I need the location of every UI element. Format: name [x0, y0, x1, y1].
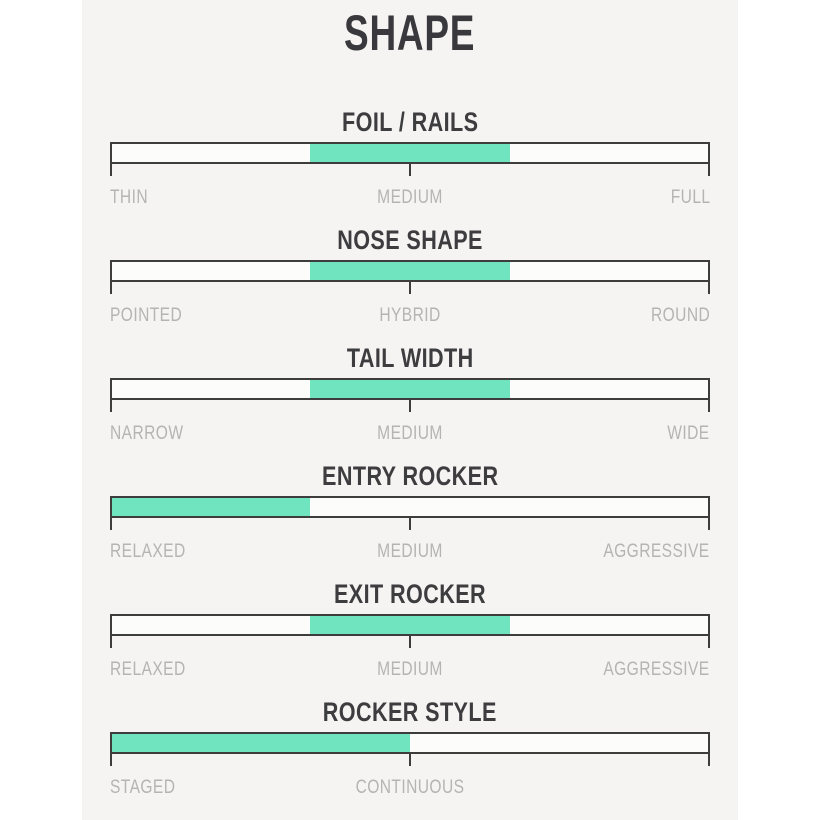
scale-label-center: MEDIUM [377, 423, 443, 444]
slider-group-entry-rocker: ENTRY ROCKER RELAXED MEDIUM AGGRESSIVE [110, 462, 710, 580]
slider-track [110, 142, 710, 164]
scale-label-right: WIDE [667, 423, 710, 444]
tick-mark-center [409, 400, 411, 412]
scale-label-left: RELAXED [110, 659, 186, 680]
scale-labels: RELAXED MEDIUM AGGRESSIVE [110, 542, 710, 562]
section-title-text: NOSE SHAPE [337, 225, 483, 255]
section-title: FOIL / RAILS [110, 108, 710, 136]
scale-labels: POINTED HYBRID ROUND [110, 306, 710, 326]
slider-track [110, 260, 710, 282]
tick-mark-center [409, 164, 411, 176]
slider-fill [310, 144, 510, 162]
scale-labels: RELAXED MEDIUM AGGRESSIVE [110, 660, 710, 680]
scale-label-left: THIN [110, 187, 148, 208]
tick-mark-right [708, 164, 710, 176]
section-title: TAIL WIDTH [110, 344, 710, 372]
slider-track [110, 496, 710, 518]
section-title: NOSE SHAPE [110, 226, 710, 254]
scale-label-right: AGGRESSIVE [603, 659, 710, 680]
scale-label-left: NARROW [110, 423, 184, 444]
section-title-text: FOIL / RAILS [341, 107, 479, 137]
tick-mark-right [708, 400, 710, 412]
slider-group-nose-shape: NOSE SHAPE POINTED HYBRID ROUND [110, 226, 710, 344]
tick-mark-right [708, 754, 710, 766]
scale-label-right: ROUND [650, 305, 710, 326]
scale-label-center: HYBRID [379, 305, 441, 326]
scale-label-center: MEDIUM [377, 187, 443, 208]
slider-fill [310, 380, 510, 398]
scale-label-left: POINTED [110, 305, 183, 326]
section-title-text: TAIL WIDTH [346, 343, 474, 373]
tick-row [110, 164, 710, 176]
scale-label-center: MEDIUM [377, 659, 443, 680]
section-title-text: EXIT ROCKER [333, 579, 487, 609]
scale-label-left: STAGED [110, 777, 176, 798]
tick-mark-center [409, 282, 411, 294]
scale-labels: THIN MEDIUM FULL [110, 188, 710, 208]
tick-mark-left [110, 164, 112, 176]
tick-mark-right [708, 282, 710, 294]
scale-label-right: AGGRESSIVE [603, 541, 710, 562]
tick-row [110, 400, 710, 412]
slider-fill [310, 616, 510, 634]
scale-label-center: MEDIUM [377, 541, 443, 562]
slider-fill [112, 734, 410, 752]
tick-mark-right [708, 518, 710, 530]
tick-mark-left [110, 518, 112, 530]
scale-labels: STAGED CONTINUOUS [110, 778, 710, 798]
scale-label-left: RELAXED [110, 541, 186, 562]
slider-fill [310, 262, 510, 280]
tick-mark-left [110, 754, 112, 766]
tick-row [110, 518, 710, 530]
tick-row [110, 636, 710, 648]
scale-label-center: CONTINUOUS [355, 777, 465, 798]
tick-row [110, 754, 710, 766]
slider-group-exit-rocker: EXIT ROCKER RELAXED MEDIUM AGGRESSIVE [110, 580, 710, 698]
tick-mark-center [409, 518, 411, 530]
tick-mark-left [110, 636, 112, 648]
tick-mark-right [708, 636, 710, 648]
section-title: EXIT ROCKER [110, 580, 710, 608]
tick-mark-center [409, 754, 411, 766]
scale-labels: NARROW MEDIUM WIDE [110, 424, 710, 444]
slider-fill [112, 498, 311, 516]
page-title-text: SHAPE [344, 5, 476, 61]
scale-label-right: FULL [670, 187, 710, 208]
slider-track [110, 732, 710, 754]
slider-track [110, 378, 710, 400]
slider-group-foil-rails: FOIL / RAILS THIN MEDIUM FULL [110, 108, 710, 226]
slider-group-tail-width: TAIL WIDTH NARROW MEDIUM WIDE [110, 344, 710, 462]
slider-group-rocker-style: ROCKER STYLE STAGED CONTINUOUS [110, 698, 710, 816]
content-panel: SHAPE FOIL / RAILS THIN MEDIUM [82, 0, 738, 820]
tick-mark-left [110, 282, 112, 294]
page-title: SHAPE [110, 0, 710, 60]
tick-mark-left [110, 400, 112, 412]
slider-track [110, 614, 710, 636]
tick-mark-center [409, 636, 411, 648]
tick-row [110, 282, 710, 294]
section-title: ROCKER STYLE [110, 698, 710, 726]
slider-sections: FOIL / RAILS THIN MEDIUM FULL [110, 108, 710, 816]
section-title: ENTRY ROCKER [110, 462, 710, 490]
section-title-text: ROCKER STYLE [322, 697, 498, 727]
section-title-text: ENTRY ROCKER [321, 461, 499, 491]
